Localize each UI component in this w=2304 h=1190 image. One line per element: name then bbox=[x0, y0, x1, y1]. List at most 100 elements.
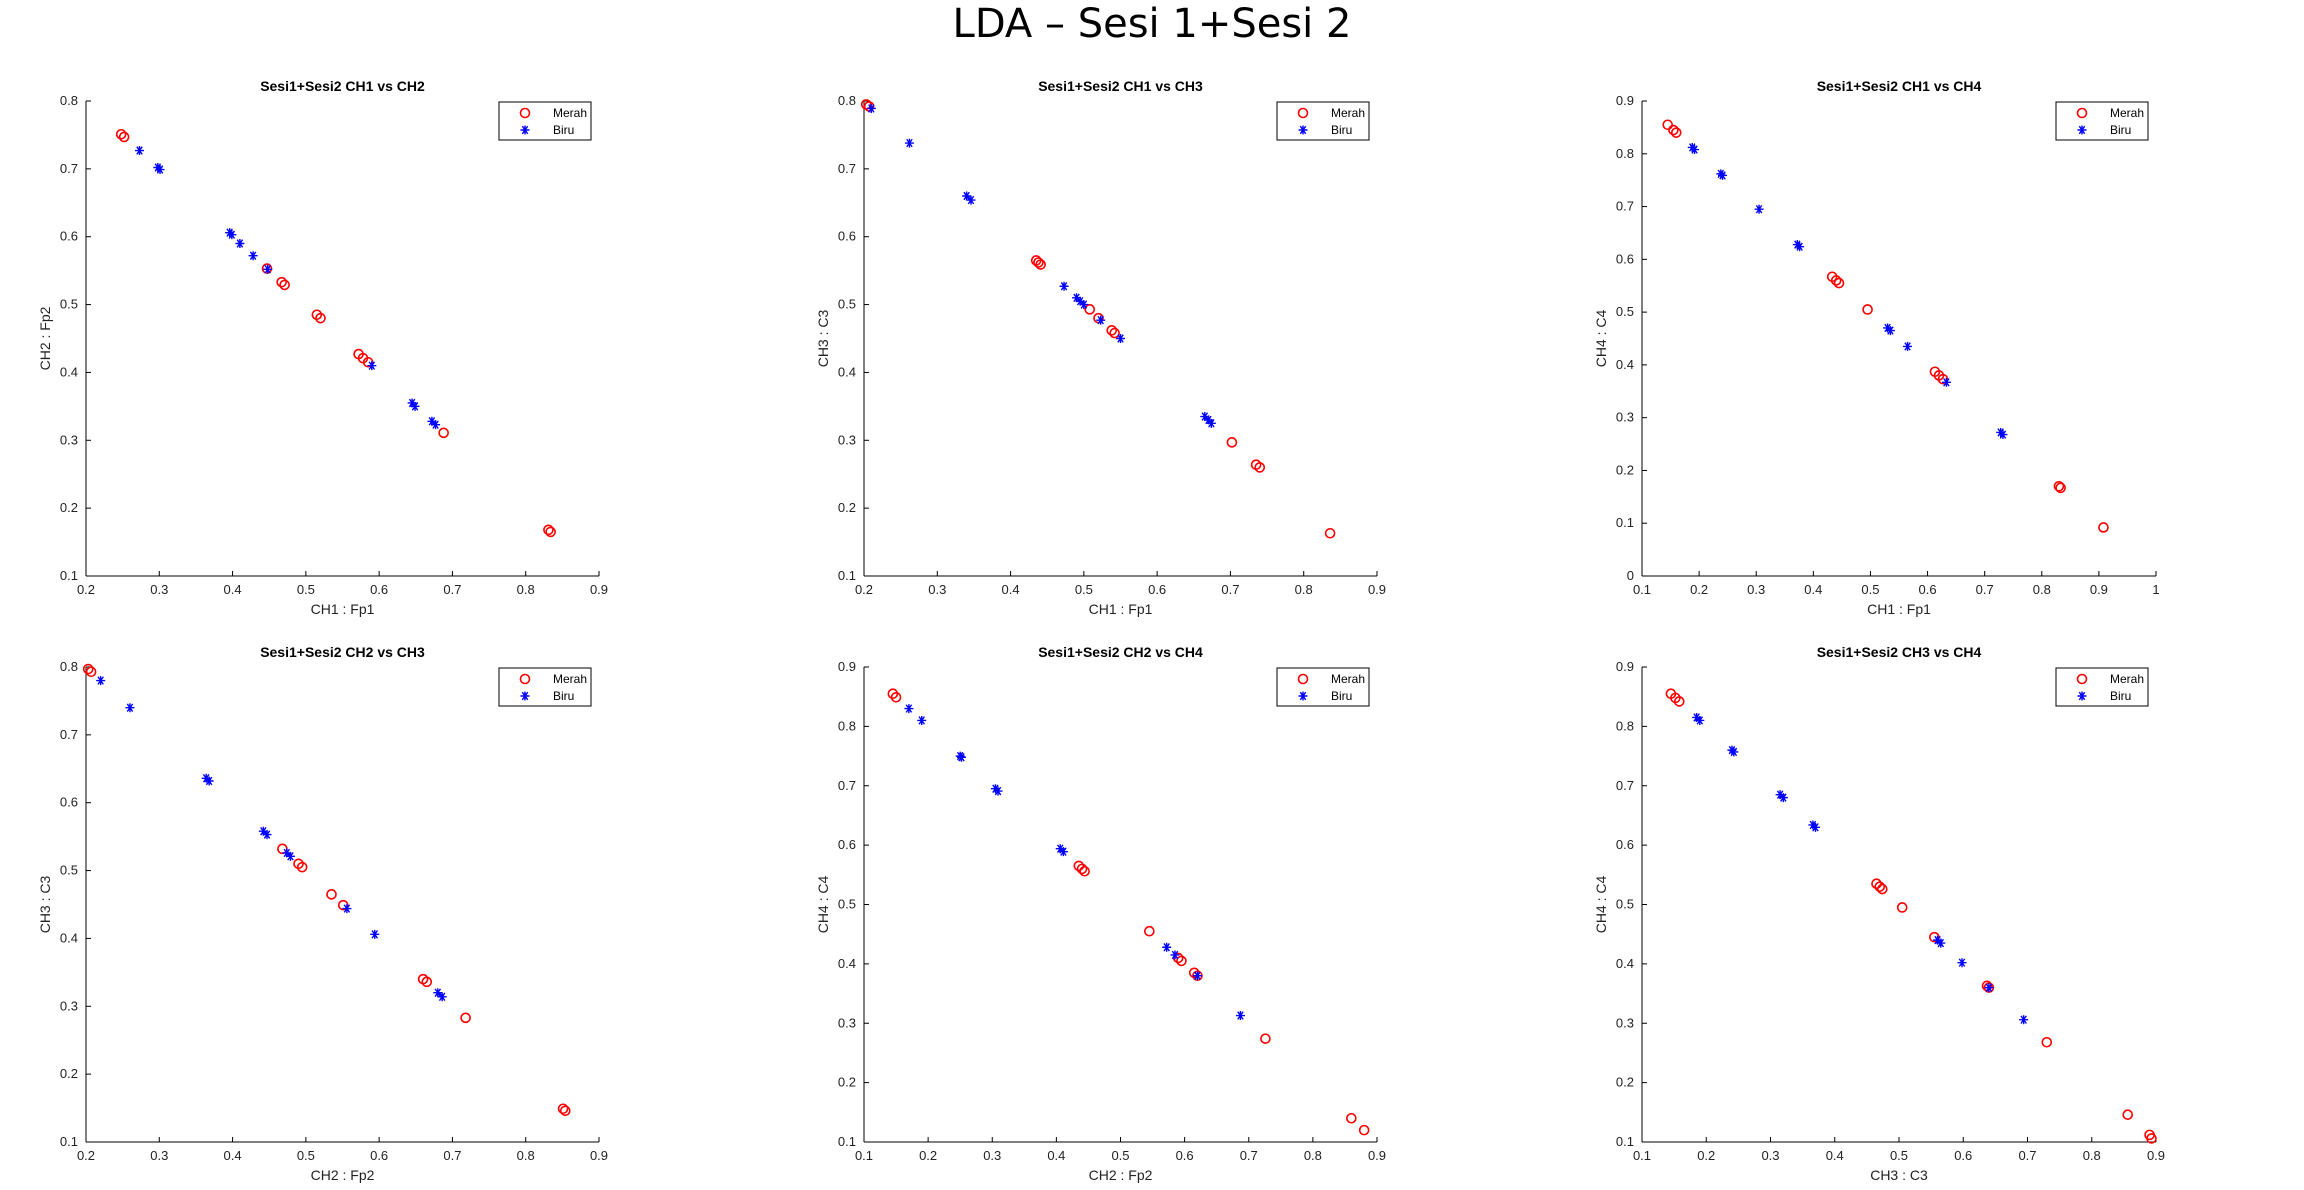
data-point bbox=[2055, 482, 2066, 494]
y-tick-label: 0.8 bbox=[1616, 718, 1634, 733]
y-tick-label: 0.6 bbox=[1616, 251, 1634, 266]
data-point bbox=[1874, 881, 1886, 892]
data-point bbox=[1778, 793, 1788, 803]
y-tick-label: 0.4 bbox=[60, 930, 78, 945]
subplot-title: Sesi1+Sesi2 CH3 vs CH4 bbox=[1817, 644, 1982, 660]
data-point bbox=[543, 524, 554, 536]
subplot-6: 0.1 0.2 0.3 0.4 0.5 0.6 0.7 0.8 0.9 0.1 0.2 0.3 0.4 0… bbox=[1593, 644, 2165, 1183]
x-tick-label: 0.7 bbox=[2018, 1148, 2036, 1163]
data-point bbox=[115, 128, 127, 140]
data-point bbox=[1176, 955, 1187, 967]
legend: Merah Biru bbox=[498, 667, 592, 707]
y-tick-label: 0.4 bbox=[60, 364, 78, 379]
data-point bbox=[1116, 334, 1125, 343]
data-point bbox=[956, 752, 966, 762]
data-point bbox=[2019, 1015, 2029, 1025]
series-biru bbox=[96, 676, 447, 1002]
data-point bbox=[337, 899, 349, 911]
y-axis-label: CH3 : C3 bbox=[37, 876, 53, 934]
data-point bbox=[85, 666, 97, 678]
y-tick-label: 0.3 bbox=[1616, 1015, 1634, 1030]
x-axis-label: CH2 : Fp2 bbox=[1089, 1167, 1153, 1183]
data-point bbox=[431, 420, 441, 430]
y-tick-label: 0.6 bbox=[838, 229, 856, 244]
y-axis-label: CH4 : C4 bbox=[1593, 876, 1609, 934]
data-point bbox=[201, 773, 211, 783]
y-tick-label: 0.3 bbox=[60, 432, 78, 447]
legend-marker-merah bbox=[1297, 107, 1309, 119]
series-biru bbox=[134, 146, 441, 430]
data-point bbox=[1729, 747, 1739, 757]
y-tick-label: 0.5 bbox=[60, 863, 78, 878]
legend-box bbox=[2055, 101, 2149, 141]
y-tick-label: 0.1 bbox=[1616, 515, 1634, 530]
x-tick-label: 0.1 bbox=[1633, 582, 1651, 597]
y-tick-label: 0.9 bbox=[1616, 93, 1634, 108]
data-point bbox=[204, 776, 214, 786]
data-point bbox=[227, 230, 237, 240]
x-tick-label: 0.3 bbox=[150, 582, 168, 597]
legend-marker-biru bbox=[2077, 691, 2087, 701]
data-point bbox=[437, 992, 447, 1002]
data-point bbox=[1883, 323, 1893, 333]
legend-label: Merah bbox=[1331, 672, 1365, 686]
data-point bbox=[966, 195, 976, 205]
x-tick-label: 0.8 bbox=[2033, 582, 2051, 597]
y-tick-label: 0.6 bbox=[1616, 837, 1634, 852]
y-tick-label: 0.3 bbox=[838, 1015, 856, 1030]
data-point bbox=[421, 976, 433, 988]
y-tick-label: 0.2 bbox=[838, 500, 856, 515]
x-tick-label: 0.2 bbox=[919, 1148, 937, 1163]
x-tick-label: 0.2 bbox=[855, 582, 873, 597]
data-point bbox=[1718, 170, 1728, 180]
data-point bbox=[559, 1105, 571, 1117]
x-tick-label: 0.8 bbox=[1304, 1148, 1322, 1163]
x-tick-label: 0.3 bbox=[1747, 582, 1765, 597]
data-point bbox=[1059, 281, 1069, 291]
x-tick-label: 0.9 bbox=[1368, 1148, 1386, 1163]
x-tick-label: 0.6 bbox=[1148, 582, 1166, 597]
x-axis-label: CH2 : Fp2 bbox=[311, 1167, 375, 1183]
data-point bbox=[1662, 119, 1673, 131]
data-point bbox=[248, 251, 258, 261]
data-point bbox=[1358, 1124, 1370, 1136]
x-tick-label: 0.4 bbox=[1804, 582, 1822, 597]
subplot-title: Sesi1+Sesi2 CH2 vs CH4 bbox=[1038, 644, 1203, 660]
data-point bbox=[1170, 950, 1180, 960]
subplot-title: Sesi1+Sesi2 CH1 vs CH4 bbox=[1817, 78, 1982, 94]
legend-marker-merah bbox=[2076, 107, 2088, 119]
data-point bbox=[427, 416, 437, 426]
data-point bbox=[1162, 942, 1172, 952]
subplot-title: Sesi1+Sesi2 CH2 vs CH3 bbox=[260, 644, 425, 660]
x-tick-label: 0.9 bbox=[2147, 1148, 2165, 1163]
series-merah bbox=[1662, 119, 2109, 533]
legend-marker-biru bbox=[520, 691, 530, 701]
y-tick-label: 0.9 bbox=[1616, 659, 1634, 674]
x-tick-label: 0.2 bbox=[1690, 582, 1708, 597]
x-tick-label: 0.6 bbox=[1176, 1148, 1194, 1163]
x-tick-label: 0.7 bbox=[443, 582, 461, 597]
legend: Merah Biru bbox=[2055, 101, 2149, 141]
x-tick-label: 0.9 bbox=[590, 1148, 608, 1163]
data-point bbox=[1936, 938, 1946, 948]
data-point bbox=[1670, 127, 1682, 138]
data-point bbox=[118, 131, 130, 143]
data-point bbox=[460, 1012, 471, 1024]
legend-label: Biru bbox=[2110, 689, 2131, 703]
data-point bbox=[1885, 326, 1895, 336]
series-biru bbox=[1687, 142, 2008, 440]
data-point bbox=[263, 264, 273, 274]
data-point bbox=[1903, 341, 1913, 351]
subplot-title: Sesi1+Sesi2 CH1 vs CH2 bbox=[260, 78, 425, 94]
data-point bbox=[367, 361, 377, 371]
data-point bbox=[1206, 418, 1216, 428]
data-point bbox=[1998, 430, 2008, 440]
data-point bbox=[962, 191, 972, 201]
data-point bbox=[1106, 325, 1118, 336]
series-merah bbox=[82, 663, 571, 1117]
data-point bbox=[433, 988, 443, 998]
legend-marker-merah bbox=[1297, 673, 1309, 685]
y-axis-label: CH4 : C4 bbox=[1593, 310, 1609, 368]
x-tick-label: 0.7 bbox=[1240, 1148, 1258, 1163]
